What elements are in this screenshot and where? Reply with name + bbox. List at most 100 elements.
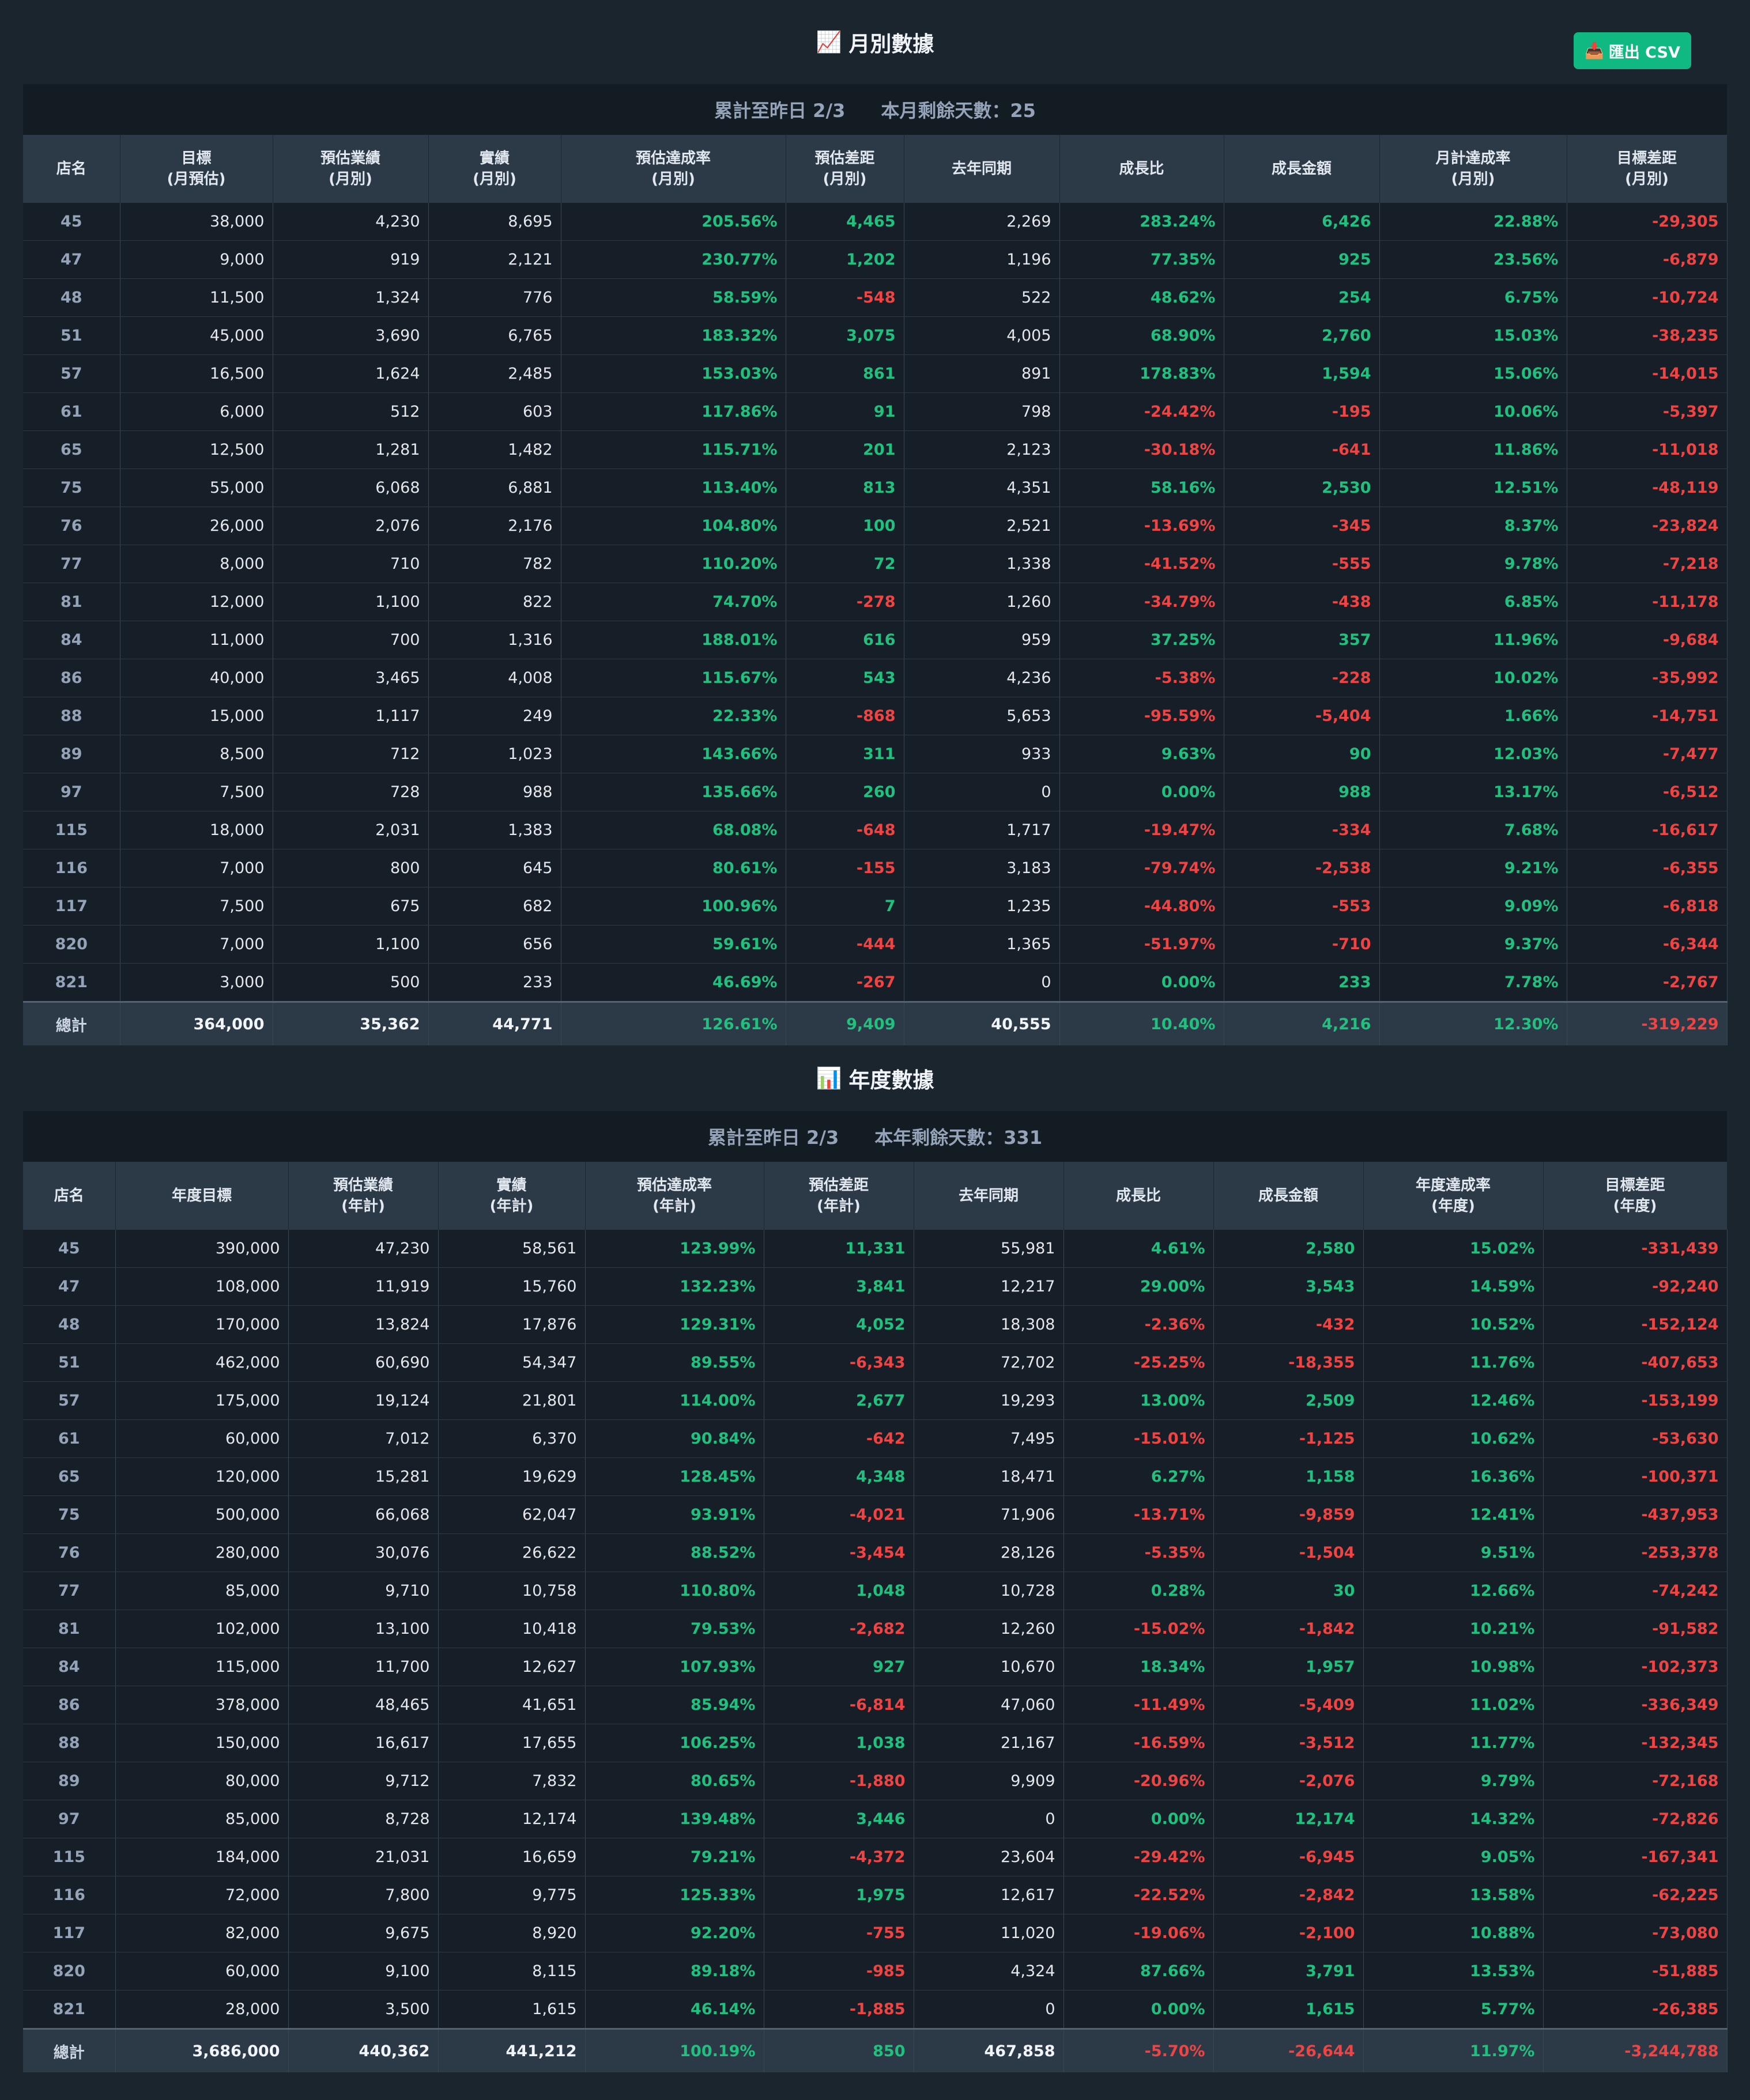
store-name-cell: 77 <box>23 1572 116 1610</box>
table-cell: 512 <box>273 392 429 431</box>
table-cell: 175,000 <box>115 1381 289 1420</box>
table-cell: 378,000 <box>115 1686 289 1724</box>
table-cell: 1,624 <box>273 354 429 393</box>
table-cell: 72 <box>786 545 904 583</box>
total-cell: -3,244,788 <box>1543 2028 1728 2072</box>
table-row: 61 6,000 512 603 117.86% 91 798 -24.42% -195 10.0… <box>23 392 1728 431</box>
table-cell: 280,000 <box>115 1534 289 1572</box>
table-cell: -4,372 <box>764 1838 914 1876</box>
store-name-cell: 84 <box>23 1648 116 1686</box>
table-cell: 113.40% <box>561 469 786 507</box>
table-cell: 26,000 <box>120 507 273 545</box>
table-cell: 3,841 <box>764 1267 914 1306</box>
table-cell: 0 <box>904 773 1060 811</box>
table-cell: -155 <box>786 849 904 887</box>
table-cell: 933 <box>904 735 1060 773</box>
table-cell: 7,495 <box>914 1419 1064 1458</box>
table-cell: 0.00% <box>1063 1800 1214 1838</box>
table-cell: 1,100 <box>273 925 429 964</box>
table-row: 116 72,000 7,800 9,775 125.33% 1,975 12,617 -22… <box>23 1876 1728 1914</box>
total-cell: 126.61% <box>561 1001 786 1045</box>
table-cell: -13.69% <box>1059 507 1224 545</box>
table-cell: 1,260 <box>904 583 1060 621</box>
table-cell: 2,580 <box>1213 1230 1364 1268</box>
table-cell: 1,324 <box>273 278 429 317</box>
store-name-cell: 75 <box>23 1495 116 1534</box>
table-cell: 7 <box>786 887 904 926</box>
table-cell: 357 <box>1224 621 1380 659</box>
store-name-cell: 97 <box>23 773 120 811</box>
table-cell: 89.18% <box>585 1952 764 1991</box>
table-cell: -34.79% <box>1059 583 1224 621</box>
table-row: 86 40,000 3,465 4,008 115.67% 543 4,236 -5.38% -… <box>23 659 1728 697</box>
table-cell: 1,383 <box>428 811 561 849</box>
table-cell: -100,371 <box>1543 1457 1728 1496</box>
table-cell: 5,653 <box>904 697 1060 735</box>
table-cell: -23,824 <box>1567 507 1728 545</box>
table-cell: -1,880 <box>764 1762 914 1800</box>
table-cell: 58,561 <box>438 1230 586 1268</box>
table-cell: 0 <box>914 1800 1064 1838</box>
table-cell: 13.58% <box>1363 1876 1544 1914</box>
table-cell: 2,509 <box>1213 1381 1364 1420</box>
table-cell: 776 <box>428 278 561 317</box>
table-cell: 1,158 <box>1213 1457 1364 1496</box>
monthly-header-9: 月計達成率 (月別) <box>1379 135 1567 203</box>
table-cell: 13.00% <box>1063 1381 1214 1420</box>
table-cell: -6,512 <box>1567 773 1728 811</box>
table-cell: -432 <box>1213 1305 1364 1344</box>
table-cell: 37.25% <box>1059 621 1224 659</box>
table-cell: 115.71% <box>561 430 786 469</box>
table-cell: 260 <box>786 773 904 811</box>
table-row: 97 85,000 8,728 12,174 139.48% 3,446 0 0.00% 12,… <box>23 1800 1728 1838</box>
table-cell: -53,630 <box>1543 1419 1728 1458</box>
table-cell: 12,617 <box>914 1876 1064 1914</box>
export-csv-button[interactable]: 📥 匯出 CSV <box>1574 32 1691 69</box>
table-cell: 2,031 <box>273 811 429 849</box>
table-cell: 12,174 <box>438 1800 586 1838</box>
yearly-title-text: 年度數據 <box>848 1068 934 1093</box>
total-cell: 12.30% <box>1379 1001 1567 1045</box>
table-cell: -642 <box>764 1419 914 1458</box>
store-name-cell: 51 <box>23 1343 116 1382</box>
table-cell: -407,653 <box>1543 1343 1728 1382</box>
table-cell: 9,675 <box>288 1914 439 1952</box>
table-cell: 8,500 <box>120 735 273 773</box>
store-name-cell: 820 <box>23 1952 116 1991</box>
table-cell: 656 <box>428 925 561 964</box>
table-cell: 60,000 <box>115 1419 289 1458</box>
store-name-cell: 88 <box>23 697 120 735</box>
table-cell: -438 <box>1224 583 1380 621</box>
store-name-cell: 821 <box>23 1990 116 2029</box>
table-cell: 3,000 <box>120 963 273 1002</box>
table-cell: 6.75% <box>1379 278 1567 317</box>
table-cell: 10.98% <box>1363 1648 1544 1686</box>
table-row: 51 45,000 3,690 6,765 183.32% 3,075 4,005 68.90… <box>23 316 1728 355</box>
monthly-cumulative-label: 累計至昨日 2/3 <box>714 100 846 122</box>
table-cell: 813 <box>786 469 904 507</box>
table-cell: 9,000 <box>120 240 273 279</box>
table-cell: 47,230 <box>288 1230 439 1268</box>
table-cell: -74,242 <box>1543 1572 1728 1610</box>
table-cell: -253,378 <box>1543 1534 1728 1572</box>
table-cell: 7,012 <box>288 1419 439 1458</box>
store-name-cell: 65 <box>23 430 120 469</box>
table-cell: 5.77% <box>1363 1990 1544 2029</box>
store-name-cell: 116 <box>23 849 120 887</box>
store-name-cell: 75 <box>23 469 120 507</box>
table-cell: -985 <box>764 1952 914 1991</box>
table-cell: 91 <box>786 392 904 431</box>
table-cell: 46.14% <box>585 1990 764 2029</box>
table-cell: -14,751 <box>1567 697 1728 735</box>
table-row: 48 11,500 1,324 776 58.59% -548 522 48.62% 254 6.… <box>23 278 1728 317</box>
table-cell: -641 <box>1224 430 1380 469</box>
table-row: 48 170,000 13,824 17,876 129.31% 4,052 18,308-… <box>23 1305 1728 1344</box>
table-cell: 60,000 <box>115 1952 289 1991</box>
table-cell: 87.66% <box>1063 1952 1214 1991</box>
table-cell: 927 <box>764 1648 914 1686</box>
yearly-title: 📊 年度數據 <box>816 1063 934 1094</box>
table-cell: 129.31% <box>585 1305 764 1344</box>
table-cell: 11,020 <box>914 1914 1064 1952</box>
table-cell: 29.00% <box>1063 1267 1214 1306</box>
table-cell: 700 <box>273 621 429 659</box>
